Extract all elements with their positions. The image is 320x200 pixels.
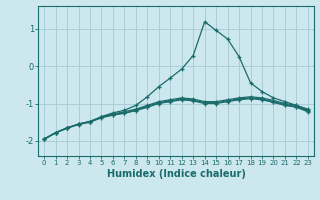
X-axis label: Humidex (Indice chaleur): Humidex (Indice chaleur) xyxy=(107,169,245,179)
